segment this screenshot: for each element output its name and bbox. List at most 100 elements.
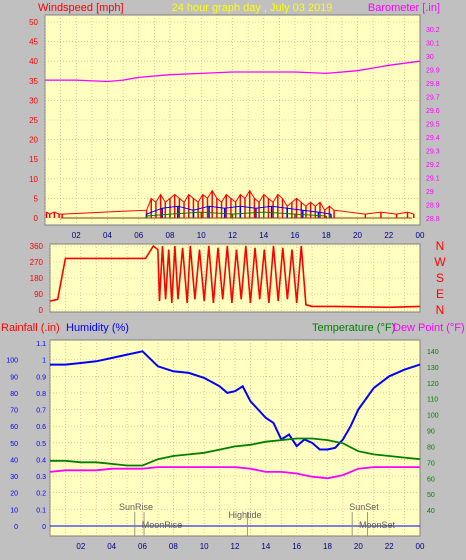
humidity-tick-label: 90 (10, 374, 18, 381)
direction-label-e: E (436, 287, 444, 301)
direction-label-w: W (434, 255, 446, 269)
event-markers: SunRise MoonRise Hightide SunSet MoonSet (119, 502, 396, 530)
humidity-tick-label: 10 (10, 507, 18, 514)
direction-tick-label: 180 (30, 274, 44, 283)
x-tick-label: 12 (228, 231, 237, 240)
barometer-tick-label: 29.9 (426, 67, 440, 74)
x-tick-label: 08 (166, 231, 175, 240)
wind-tick-label: 50 (29, 18, 38, 27)
x-tick-label: 10 (197, 231, 206, 240)
rain-tick-label: 0.7 (36, 408, 46, 415)
x-tick-label: 14 (261, 542, 270, 551)
x-tick-label: 08 (169, 542, 178, 551)
wind-tick-label: 0 (34, 214, 39, 223)
direction-label-n-top: N (436, 239, 445, 253)
humidity-line (50, 350, 421, 451)
barometer-tick-label: 29.8 (426, 81, 440, 88)
dewpoint-line (49, 466, 420, 480)
barometer-tick-label: 29.1 (426, 175, 440, 182)
event-label-moonset: MoonSet (359, 520, 396, 530)
barometer-tick-label: 29.5 (426, 121, 440, 128)
wind-direction-line (49, 244, 421, 309)
event-label-moonrise: MoonRise (142, 520, 183, 530)
x-tick-label: 22 (384, 231, 393, 240)
humidity-tick-label: 70 (10, 408, 18, 415)
event-label-sunset: SunSet (349, 502, 379, 512)
direction-tick-label: 270 (30, 258, 44, 267)
rain-tick-label: 0.1 (36, 507, 46, 514)
event-label-hightide: Hightide (228, 510, 261, 520)
barometer-tick-label: 29 (426, 189, 434, 196)
wind-tick-label: 35 (29, 77, 38, 86)
x-tick-label: 18 (322, 231, 331, 240)
windspeed-axis-label: Windspeed [mph] (38, 2, 124, 14)
temperature-tick-label: 60 (427, 476, 435, 483)
wind-tick-label: 5 (34, 194, 39, 203)
wind-tick-label: 25 (29, 116, 38, 125)
direction-label-s: S (436, 271, 444, 285)
rain-tick-label: 0.2 (36, 491, 46, 498)
temperature-tick-label: 100 (427, 413, 439, 420)
rain-tick-label: 0.8 (36, 391, 46, 398)
wind-gust-mark-line (46, 189, 414, 215)
barometer-tick-label: 28.8 (426, 216, 440, 223)
rain-tick-label: 0.3 (36, 474, 46, 481)
x-tick-label: 06 (134, 231, 143, 240)
rain-tick-label: 1 (42, 358, 46, 365)
temperature-axis-label: Temperature (°F) (312, 322, 395, 334)
x-tick-label: 14 (259, 231, 268, 240)
humidity-tick-label: 40 (10, 457, 18, 464)
humidity-tick-label: 100 (6, 358, 18, 365)
x-tick-label: 20 (354, 542, 363, 551)
barometer-tick-label: 29.4 (426, 135, 440, 142)
humidity-tick-label: 30 (10, 474, 18, 481)
temperature-tick-label: 40 (427, 508, 435, 515)
wind-tick-label: 15 (29, 155, 38, 164)
barometer-tick-label: 28.9 (426, 202, 440, 209)
humidity-tick-label: 20 (10, 491, 18, 498)
barometer-tick-label: 29.2 (426, 162, 440, 169)
x-tick-label: 16 (291, 231, 300, 240)
x-tick-label: 10 (200, 542, 209, 551)
temperature-tick-label: 70 (427, 460, 435, 467)
temperature-tick-label: 110 (427, 397, 438, 404)
rainfall-axis-label: Rainfall (.in) (1, 322, 60, 334)
direction-tick-label: 360 (30, 242, 44, 251)
x-tick-label: 02 (72, 231, 81, 240)
x-tick-label: 04 (103, 231, 112, 240)
graph-title: 24 hour graph day , July 03 2019 (172, 2, 333, 14)
temperature-line (50, 437, 421, 467)
barometer-tick-label: 30.2 (426, 27, 440, 34)
x-tick-label: 20 (353, 231, 362, 240)
humidity-tick-label: 0 (14, 524, 18, 531)
wind-tick-label: 45 (29, 38, 38, 47)
wind-tick-label: 40 (29, 57, 38, 66)
temperature-tick-label: 130 (427, 365, 439, 372)
x-tick-label: 00 (416, 542, 425, 551)
event-label-sunrise: SunRise (119, 502, 153, 512)
rain-tick-label: 0.5 (36, 441, 46, 448)
x-tick-label: 04 (107, 542, 116, 551)
wind-tick-label: 10 (29, 175, 38, 184)
humidity-axis-label: Humidity (%) (66, 322, 129, 334)
wind-tick-label: 20 (29, 136, 38, 145)
direction-tick-label: 90 (34, 290, 43, 299)
wind-tick-label: 30 (29, 96, 38, 105)
rain-tick-label: 0.9 (36, 374, 46, 381)
x-tick-label: 02 (76, 542, 85, 551)
barometer-tick-label: 29.6 (426, 108, 440, 115)
humidity-tick-label: 50 (10, 441, 18, 448)
direction-tick-label: 0 (39, 306, 44, 315)
temperature-tick-label: 120 (427, 381, 439, 388)
temperature-tick-label: 80 (427, 444, 435, 451)
rain-tick-label: 1.1 (36, 341, 46, 348)
barometer-tick-label: 29.7 (426, 94, 440, 101)
wind-barometer-grid (44, 15, 420, 225)
x-tick-label: 06 (138, 542, 147, 551)
rain-tick-label: 0.6 (36, 424, 46, 431)
x-tick-label: 00 (416, 231, 425, 240)
humidity-tick-label: 60 (10, 424, 18, 431)
x-tick-label: 12 (231, 542, 240, 551)
